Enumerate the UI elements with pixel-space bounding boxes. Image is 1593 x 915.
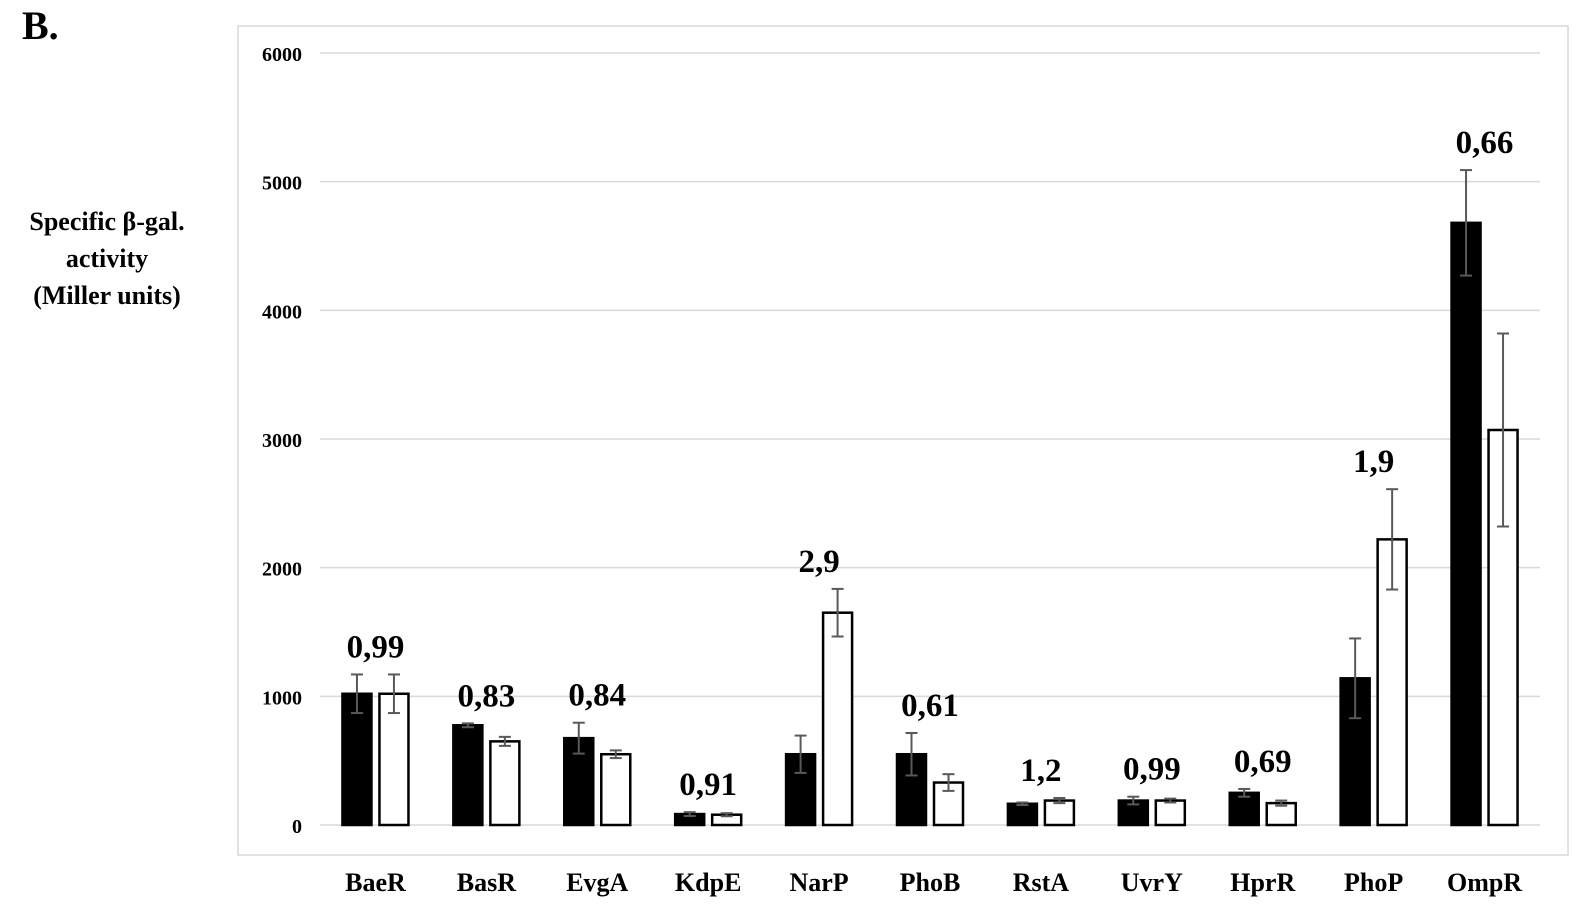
y-axis-label-line-2: activity <box>65 244 149 273</box>
ratio-label: 0,99 <box>347 629 405 665</box>
bar-rsta-series-1 <box>1006 802 1039 827</box>
bar-ompr-series-1 <box>1450 221 1482 827</box>
y-axis-label-line-3: (Miller units) <box>33 281 181 310</box>
x-tick-label: BaeR <box>345 868 406 897</box>
y-tick-labels: 0 1000 2000 3000 4000 5000 6000 <box>262 44 302 838</box>
bar-baer-series-2 <box>378 692 410 827</box>
bars <box>341 221 1519 827</box>
ratio-label: 2,9 <box>798 544 839 580</box>
error-bars <box>350 169 1510 818</box>
ratio-label: 0,91 <box>679 767 737 803</box>
ratio-annotations: 0,99 0,83 0,84 0,91 2,9 0,61 1,2 0,99 0,69 1,9 0,6… <box>347 125 1514 803</box>
panel-label: B. <box>22 3 59 48</box>
x-tick-label: EvgA <box>566 868 628 897</box>
bar-narp-series-2 <box>821 611 854 827</box>
bar-phop-series-1 <box>1339 677 1371 827</box>
ratio-label: 0,66 <box>1456 125 1514 161</box>
y-tick-label: 3000 <box>262 430 302 452</box>
y-axis-label-line-1: Specific β-gal. <box>29 207 185 236</box>
y-tick-label: 2000 <box>262 559 302 581</box>
ratio-label: 1,2 <box>1020 753 1061 789</box>
x-tick-label: BasR <box>457 868 516 897</box>
bar-rsta-series-2 <box>1043 799 1076 827</box>
ratio-label: 0,99 <box>1123 752 1181 788</box>
y-tick-label: 4000 <box>262 301 302 323</box>
bar-hprr-series-1 <box>1228 791 1260 827</box>
y-tick-label: 0 <box>292 816 302 838</box>
x-tick-label: OmpR <box>1447 868 1522 897</box>
x-tick-label: PhoP <box>1344 868 1403 897</box>
ratio-label: 0,69 <box>1234 744 1292 780</box>
ratio-label: 0,83 <box>457 678 515 714</box>
bar-basr-series-1 <box>452 724 484 827</box>
y-axis-label: Specific β-gal. activity (Miller units) <box>4 203 210 314</box>
x-tick-label: NarP <box>789 868 848 897</box>
x-tick-label: HprR <box>1230 868 1295 897</box>
y-tick-label: 5000 <box>262 173 302 195</box>
gridlines <box>320 52 1540 826</box>
ratio-label: 0,84 <box>568 678 626 714</box>
bar-uvry-series-2 <box>1154 799 1187 827</box>
bar-basr-series-2 <box>489 740 521 827</box>
y-tick-label: 1000 <box>262 687 302 709</box>
bar-evga-series-2 <box>600 752 632 827</box>
x-tick-label: PhoB <box>900 868 961 897</box>
x-tick-label: UvrY <box>1121 868 1183 897</box>
x-tick-label: KdpE <box>675 868 742 897</box>
x-tick-label: RstA <box>1013 868 1070 897</box>
x-tick-labels: BaeR BasR EvgA KdpE NarP PhoB RstA UvrY HprR PhoP… <box>345 868 1522 897</box>
ratio-label: 0,61 <box>901 688 959 724</box>
ratio-label: 1,9 <box>1353 444 1394 480</box>
y-tick-label: 6000 <box>262 44 302 66</box>
chart-frame <box>237 25 1569 856</box>
